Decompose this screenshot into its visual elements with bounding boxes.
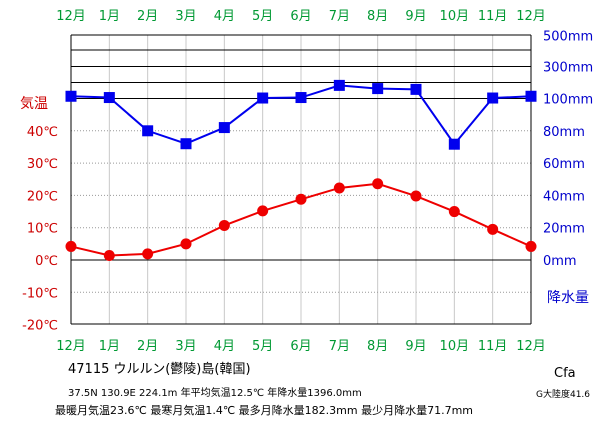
temperature-point xyxy=(448,206,460,218)
month-label-top: 8月 xyxy=(367,9,388,24)
precipitation-point xyxy=(257,92,269,104)
temperature-point xyxy=(333,182,345,194)
temperature-point xyxy=(487,223,499,235)
grid-lines xyxy=(70,34,532,325)
month-label-top: 1月 xyxy=(99,9,120,24)
month-label-bottom: 7月 xyxy=(329,339,350,354)
precipitation-point xyxy=(487,92,499,104)
precipitation-point xyxy=(295,92,307,104)
month-label-bottom: 4月 xyxy=(214,339,235,354)
month-label-bottom: 5月 xyxy=(252,339,273,354)
precip-tick-label: 300mm xyxy=(543,61,593,76)
climate-code: Cfa xyxy=(554,366,576,381)
month-label-bottom: 12月 xyxy=(516,339,546,354)
month-label-bottom: 1月 xyxy=(99,339,120,354)
month-label-bottom: 6月 xyxy=(290,339,311,354)
precipitation-point xyxy=(142,125,154,137)
temperature-point xyxy=(257,205,269,217)
precipitation-point xyxy=(103,92,115,104)
month-label-top: 12月 xyxy=(56,9,86,24)
precipitation-point xyxy=(333,79,345,91)
temperature-point xyxy=(372,178,384,190)
temperature-point xyxy=(103,249,115,261)
precip-tick-label: 0mm xyxy=(543,254,577,269)
temp-tick-label: 20℃ xyxy=(27,189,58,204)
station-header: 47115 ウルルン(鬱陵)島(韓国) xyxy=(68,362,251,377)
precipitation-point xyxy=(410,83,422,95)
precipitation-point xyxy=(525,90,537,102)
month-label-bottom: 8月 xyxy=(367,339,388,354)
temperature-point xyxy=(525,240,537,252)
station-stats-line-2: 最暖月気温23.6℃ 最寒月気温1.4℃ 最多月降水量182.3mm 最少月降水… xyxy=(55,404,474,417)
month-label-bottom: 2月 xyxy=(137,339,158,354)
axis-labels: 12月 12月 1月 1月 2月 2月 3月 3月 4月 4月 5月 5月 6月 6月 7月 7月 8月 8月 9月… xyxy=(20,9,593,354)
temperature-point xyxy=(218,219,230,231)
month-label-top: 10月 xyxy=(440,9,470,24)
temperature-point xyxy=(295,193,307,205)
continentality-index: G大陸度41.6 xyxy=(536,390,591,400)
precip-tick-label: 60mm xyxy=(543,157,585,172)
temp-tick-label: -10℃ xyxy=(22,286,58,301)
temp-tick-label: 0℃ xyxy=(35,254,58,269)
month-label-top: 2月 xyxy=(137,9,158,24)
month-label-top: 5月 xyxy=(252,9,273,24)
month-label-bottom: 12月 xyxy=(56,339,86,354)
precipitation-point xyxy=(218,122,230,134)
precipitation-point xyxy=(180,138,192,150)
month-label-bottom: 9月 xyxy=(405,339,426,354)
left-axis-title: 気温 xyxy=(20,96,48,112)
month-label-top: 6月 xyxy=(290,9,311,24)
month-label-top: 11月 xyxy=(478,9,508,24)
precip-tick-label: 80mm xyxy=(543,125,585,140)
precip-tick-label: 20mm xyxy=(543,222,585,237)
temperature-point xyxy=(142,248,154,260)
month-label-top: 12月 xyxy=(516,9,546,24)
month-label-top: 3月 xyxy=(175,9,196,24)
temp-tick-label: -20℃ xyxy=(22,319,58,334)
right-axis-title: 降水量 xyxy=(547,290,589,306)
month-label-top: 7月 xyxy=(329,9,350,24)
precip-tick-label: 40mm xyxy=(543,189,585,204)
temperature-point xyxy=(410,190,422,202)
month-label-top: 9月 xyxy=(405,9,426,24)
temperature-point xyxy=(65,240,77,252)
temperature-point xyxy=(180,238,192,250)
precipitation-point xyxy=(448,138,460,150)
month-label-bottom: 3月 xyxy=(175,339,196,354)
precipitation-point xyxy=(372,83,384,95)
temp-tick-label: 40℃ xyxy=(27,125,58,140)
precipitation-point xyxy=(65,90,77,102)
precip-tick-label: 500mm xyxy=(543,30,593,45)
data-series xyxy=(65,79,537,261)
station-stats-line-1: 37.5N 130.9E 224.1m 年平均気温12.5℃ 年降水量1396.… xyxy=(68,388,362,399)
temp-tick-label: 30℃ xyxy=(27,157,58,172)
month-label-bottom: 11月 xyxy=(478,339,508,354)
month-label-bottom: 10月 xyxy=(440,339,470,354)
precip-tick-label: 100mm xyxy=(543,93,593,108)
month-label-top: 4月 xyxy=(214,9,235,24)
temp-tick-label: 10℃ xyxy=(27,222,58,237)
